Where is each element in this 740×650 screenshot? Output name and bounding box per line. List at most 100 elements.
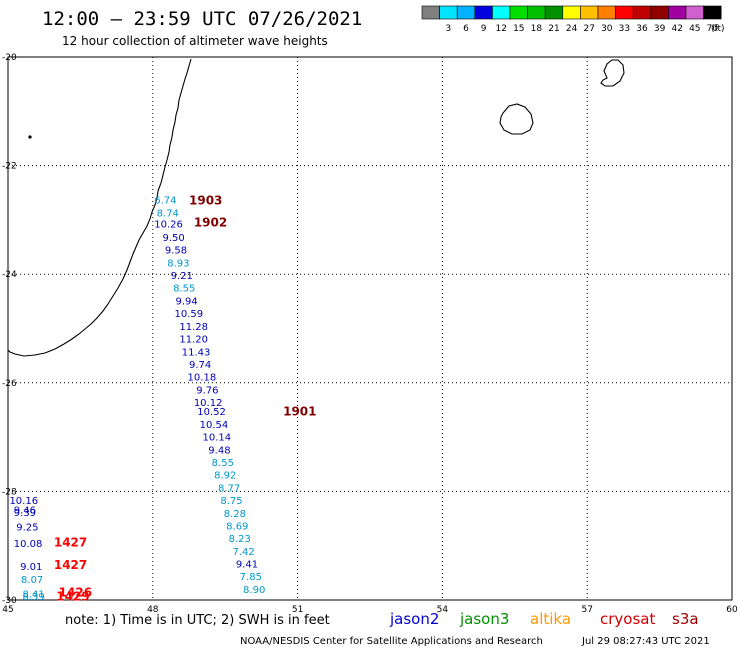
orbit-pass-label: 1903 [189, 193, 222, 207]
wave-height-value: 7.42 [232, 547, 254, 558]
legend-swatch [474, 5, 493, 20]
wave-height-value: 9.58 [165, 245, 187, 256]
satellite-legend-s3a: s3a [672, 610, 699, 628]
wave-height-value: 8.41 [22, 590, 44, 601]
wave-height-value: 9.48 [208, 446, 230, 457]
lat-tick-label: -20 [2, 53, 17, 63]
wave-height-value: 9.76 [196, 385, 218, 396]
lon-tick-label: 54 [437, 605, 449, 615]
lat-tick-label: -24 [2, 270, 17, 280]
legend-tick-label: 30 [601, 24, 613, 34]
wave-height-value: 9.25 [16, 523, 38, 534]
legend-tick-label: 36 [636, 24, 648, 34]
wave-height-value: 9.01 [20, 562, 42, 573]
wave-height-value: 9.94 [175, 296, 197, 307]
legend-swatch [421, 5, 440, 20]
wave-height-value: 8.28 [224, 509, 246, 520]
legend-swatch [456, 5, 476, 20]
wave-height-value: 9.39 [14, 508, 36, 519]
wave-height-value: 8.55 [212, 458, 234, 469]
lon-tick-label: 60 [726, 605, 738, 615]
wave-height-value: 9.46 [14, 505, 36, 516]
legend-unit-label: (ft) [711, 24, 725, 34]
orbit-pass-label: 1426 [59, 585, 92, 599]
lat-lon-grid [8, 57, 732, 600]
wave-height-value: 11.20 [179, 334, 208, 345]
wave-height-value: 9.41 [236, 560, 258, 571]
wave-height-value: 8.75 [220, 496, 242, 507]
legend-swatch [492, 5, 511, 20]
legend-swatch [527, 5, 546, 20]
orbit-pass-label: 1427 [54, 558, 87, 572]
coastline-reunion [499, 103, 534, 135]
legend-tick-label: 6 [463, 24, 469, 34]
legend-tick-label: 39 [654, 24, 666, 34]
wave-height-value: 8.69 [226, 522, 248, 533]
lon-tick-label: 51 [292, 605, 303, 615]
lon-tick-label: 45 [2, 605, 13, 615]
orbit-pass-label: 1427 [54, 535, 87, 549]
legend-tick-label: 12 [495, 24, 506, 34]
legend-tick-label: 15 [513, 24, 524, 34]
wave-height-value: 8.92 [214, 471, 236, 482]
satellite-legend-jason3: jason3 [459, 610, 509, 628]
legend-swatch [703, 5, 722, 20]
wave-height-value: 8.93 [167, 258, 189, 269]
map-frame [7, 56, 733, 601]
legend-tick-label: 27 [583, 24, 594, 34]
satellite-legend-altika: altika [530, 610, 571, 628]
lat-tick-label: -22 [2, 162, 17, 172]
orbit-pass-label: 1901 [283, 405, 316, 419]
wave-height-value: 11.28 [179, 322, 208, 333]
legend-swatch [580, 5, 599, 20]
wave-height-value: 10.18 [188, 372, 217, 383]
legend-swatch [562, 5, 581, 20]
legend-tick-label: 70 [707, 24, 719, 34]
legend-swatch [544, 5, 564, 20]
wave-height-points: 6.748.7410.269.509.588.939.218.559.9410.… [9, 195, 265, 603]
wave-height-value: 8.07 [21, 575, 43, 586]
lat-tick-label: -28 [2, 487, 17, 497]
lat-tick-label: -30 [2, 596, 17, 606]
footer-note: note: 1) Time is in UTC; 2) SWH is in fe… [65, 613, 330, 628]
legend-swatch [509, 5, 528, 20]
map-subtitle: 12 hour collection of altimeter wave hei… [62, 34, 328, 48]
wave-height-value: 10.52 [197, 407, 226, 418]
legend-swatch [597, 5, 616, 20]
wave-height-value: 10.12 [194, 398, 223, 409]
legend-swatch [668, 5, 687, 20]
wave-height-value: 8.77 [218, 484, 240, 495]
lon-tick-label: 48 [147, 605, 159, 615]
satellite-legend-cryosat: cryosat [600, 610, 655, 628]
wave-height-value: 10.14 [203, 433, 232, 444]
wave-height-value: 10.59 [175, 309, 204, 320]
coastline-mauritius [600, 59, 625, 87]
wave-height-value: 9.74 [189, 360, 211, 371]
wave-height-value: 10.16 [9, 496, 38, 507]
legend-tick-label: 18 [531, 24, 543, 34]
orbit-pass-label: 1429 [56, 590, 89, 604]
wave-height-value: 8.55 [173, 283, 195, 294]
lon-tick-label: 57 [581, 605, 592, 615]
wave-height-value: 10.26 [154, 220, 183, 231]
legend-swatch [632, 5, 652, 20]
coastline-madagascar [7, 58, 192, 357]
coastline [7, 58, 625, 357]
wave-height-value: 10.08 [14, 539, 43, 550]
wave-height-value: 8.23 [229, 534, 251, 545]
wave-height-value: 7.85 [240, 572, 262, 583]
lat-tick-label: -26 [2, 379, 17, 389]
legend-swatch [615, 5, 634, 20]
legend-tick-label: 9 [481, 24, 487, 34]
satellite-legend-jason2: jason2 [389, 610, 439, 628]
footer-credit: NOAA/NESDIS Center for Satellite Applica… [240, 636, 543, 647]
orbit-pass-label: 1902 [194, 216, 227, 230]
wave-height-value: 8.74 [157, 208, 179, 219]
legend-swatch [439, 5, 458, 20]
legend-tick-label: 24 [566, 24, 578, 34]
legend-tick-label: 45 [689, 24, 700, 34]
wave-height-value: 6.74 [154, 195, 176, 206]
legend-tick-label: 3 [446, 24, 452, 34]
footer-timestamp: Jul 29 08:27:43 UTC 2021 [581, 636, 710, 647]
